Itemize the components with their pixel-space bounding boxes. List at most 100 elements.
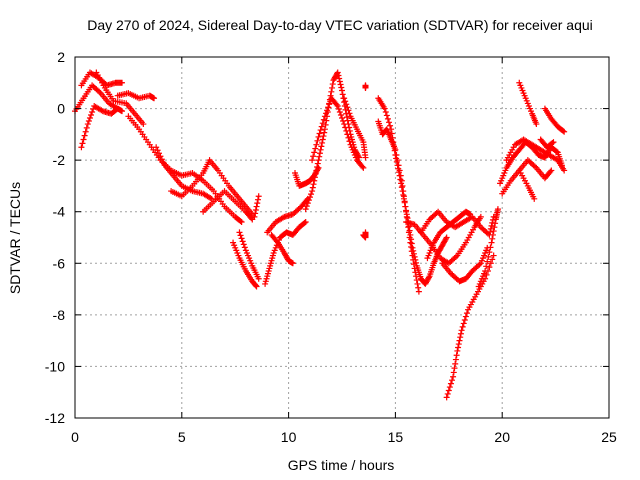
data-point [403,213,410,220]
data-point [412,269,419,276]
data-point [387,122,394,129]
data-point [483,263,490,270]
data-point [340,118,347,125]
data-point [238,219,245,226]
data-point [451,365,458,372]
data-point [252,210,259,217]
data-point [561,128,568,135]
data-point [413,277,420,284]
data-point [415,284,422,291]
data-point [460,320,467,327]
data-point [335,72,342,79]
data-point [408,243,415,250]
data-point [362,84,369,91]
data-point [310,181,317,188]
data-point [308,191,315,198]
data-point [343,101,350,108]
data-point [322,110,329,117]
data-point [321,113,328,120]
data-point [486,249,493,256]
data-point [411,265,418,272]
data-point [360,231,367,238]
data-point [346,138,353,145]
data-point [414,280,421,287]
data-point [443,394,450,401]
data-point [339,87,345,94]
data-point [442,235,449,242]
data-point [241,244,248,251]
data-point [158,156,165,163]
series-track-32 [516,167,538,202]
series-track-11 [236,229,262,282]
data-point [154,147,161,154]
data-point [447,380,454,387]
data-point [86,115,93,122]
data-point [329,84,336,91]
data-point [80,136,87,143]
data-point [319,136,326,143]
chart-title: Day 270 of 2024, Sidereal Day-to-day VTE… [87,17,593,33]
data-point [325,104,332,111]
y-tick-label: -12 [45,410,65,426]
data-point [382,109,389,116]
x-tick-label: 25 [601,429,617,445]
data-point [446,384,453,391]
data-point [395,162,402,169]
data-point [396,167,403,174]
data-point [324,107,331,114]
data-point [320,116,327,123]
series-track-12 [262,219,309,287]
data-point [336,75,343,82]
data-point [151,95,158,102]
data-point [344,104,351,111]
series-track-17 [309,95,367,171]
data-point [309,188,316,195]
data-point [339,91,346,98]
data-point [452,356,459,363]
data-point [317,127,324,134]
data-point [301,219,308,226]
data-point [114,105,121,112]
x-tick-label: 15 [388,429,404,445]
data-point [477,213,484,220]
series-track-25 [424,208,474,262]
data-point [445,387,452,394]
data-point [314,164,321,171]
data-point [425,274,432,281]
series-track-16 [302,69,363,213]
data-point [400,193,407,200]
data-point [334,69,341,76]
series-track-34 [541,105,568,135]
data-point [316,130,323,137]
data-point [240,241,247,248]
data-point [82,128,89,135]
data-point [394,157,401,164]
data-point [337,81,344,88]
data-point [309,184,316,191]
series-track-4 [93,69,147,128]
data-point [450,369,457,376]
data-marks [72,69,568,401]
series-track-28 [475,206,501,290]
data-point [237,218,244,225]
data-point [455,344,462,351]
data-point [343,114,350,121]
data-point [314,160,321,167]
data-point [84,121,91,128]
series-track-13 [268,231,296,267]
data-point [326,101,333,108]
data-point [398,184,405,191]
data-point [398,177,405,184]
data-point [248,215,255,222]
x-tick-label: 20 [494,429,510,445]
series-track-33 [516,79,540,128]
y-tick-label: -8 [53,307,66,323]
data-point [553,148,560,155]
data-point [238,235,245,242]
data-point [89,109,96,116]
data-point [409,244,416,251]
data-point [88,112,95,119]
series-track-7 [153,144,215,202]
data-point [273,238,280,245]
data-point [302,206,309,213]
